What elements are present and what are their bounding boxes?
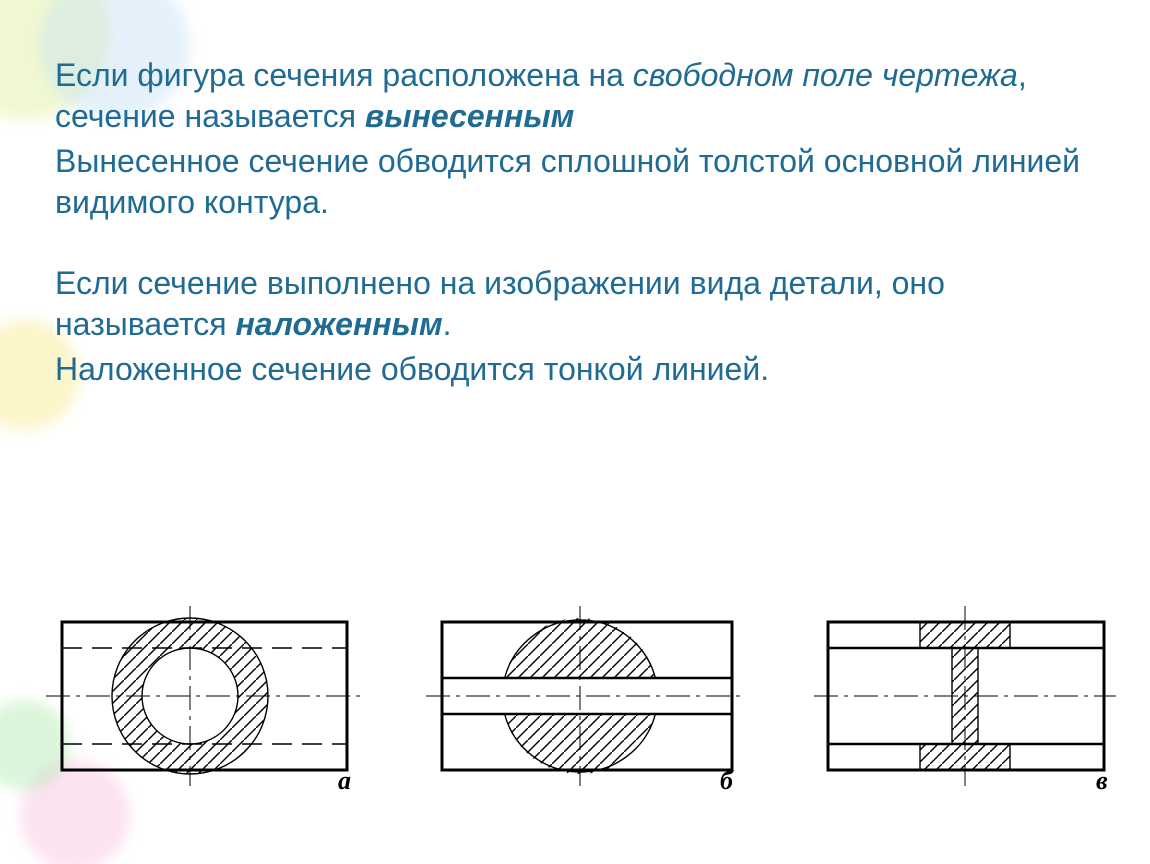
slide-text: Если фигура сечения расположена на свобо… (55, 55, 1095, 394)
p3b: наложенным (235, 306, 442, 342)
p3a: Если сечение выполнено на изображении ви… (55, 265, 945, 342)
figures-row: а (40, 596, 1120, 826)
figure-c-label: в (1096, 766, 1108, 796)
p1b: свободном поле чертежа (633, 57, 1018, 93)
figure-a-label: а (338, 766, 351, 796)
figure-b: б (420, 596, 750, 796)
para-1: Если фигура сечения расположена на свобо… (55, 55, 1095, 137)
figure-c: в (810, 596, 1120, 796)
p3c: . (443, 306, 452, 342)
p1a: Если фигура сечения расположена на (55, 57, 633, 93)
para-4: Наложенное сечение обводится тонкой лини… (55, 349, 1095, 390)
figure-b-label: б (720, 766, 733, 796)
p1d: вынесенным (365, 98, 574, 134)
para-3: Если сечение выполнено на изображении ви… (55, 263, 1095, 345)
figure-a: а (40, 596, 370, 796)
para-2: Вынесенное сечение обводится сплошной то… (55, 141, 1095, 223)
